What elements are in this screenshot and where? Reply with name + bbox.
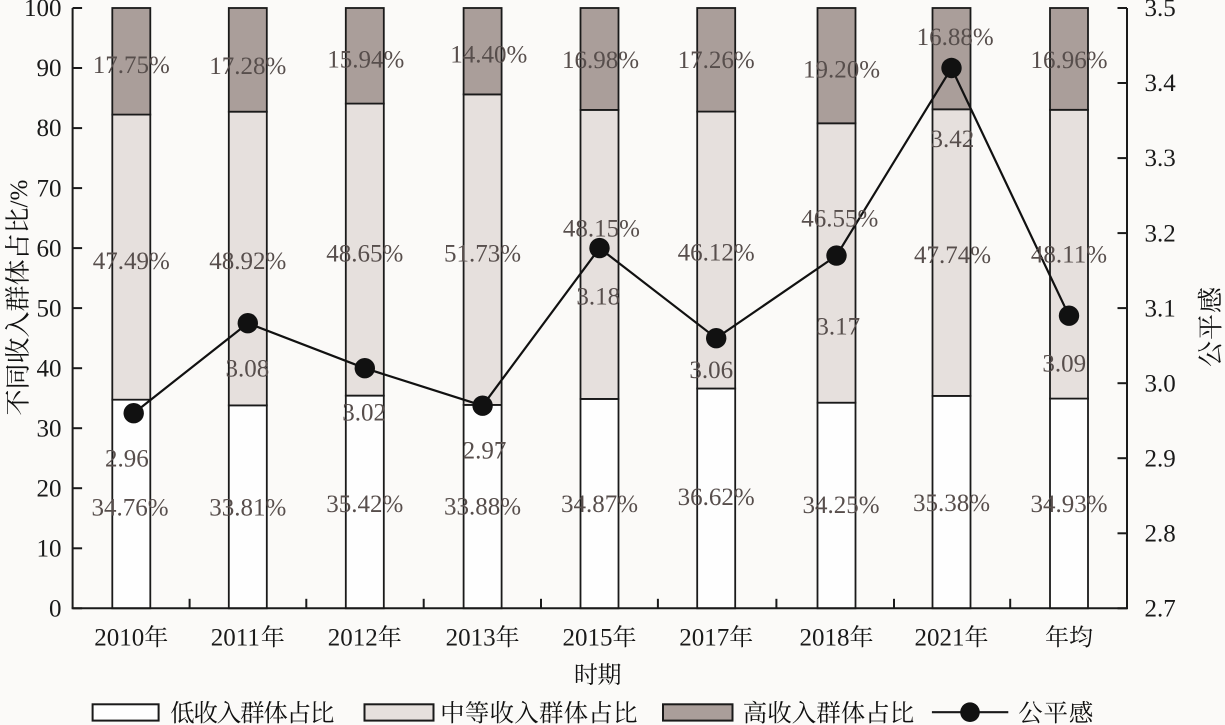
- svg-text:2010: 2010: [94, 625, 144, 652]
- svg-text:17.26%: 17.26%: [678, 47, 755, 74]
- svg-text:0: 0: [49, 596, 62, 623]
- svg-text:47.74%: 47.74%: [914, 242, 991, 269]
- svg-text:16.88%: 16.88%: [917, 24, 994, 51]
- svg-text:3.2: 3.2: [1145, 220, 1176, 247]
- svg-text:2021: 2021: [915, 625, 965, 652]
- svg-text:33.88%: 33.88%: [444, 494, 521, 521]
- svg-text:100: 100: [24, 0, 62, 22]
- svg-text:3.17: 3.17: [816, 313, 860, 340]
- svg-text:3.06: 3.06: [689, 357, 733, 384]
- svg-text:3.42: 3.42: [931, 126, 975, 153]
- svg-text:16.98%: 16.98%: [562, 47, 639, 74]
- svg-text:17.28%: 17.28%: [209, 53, 286, 80]
- svg-text:3.1: 3.1: [1145, 295, 1176, 322]
- svg-text:34.87%: 34.87%: [561, 491, 638, 518]
- svg-text:34.93%: 34.93%: [1030, 491, 1107, 518]
- svg-text:16.96%: 16.96%: [1030, 47, 1107, 74]
- svg-text:40: 40: [37, 355, 62, 382]
- svg-text:3.09: 3.09: [1042, 351, 1086, 378]
- svg-text:46.12%: 46.12%: [678, 240, 755, 267]
- svg-text:48.65%: 48.65%: [326, 240, 403, 267]
- svg-text:2011: 2011: [211, 625, 260, 652]
- svg-text:2.9: 2.9: [1145, 445, 1176, 472]
- svg-text:90: 90: [37, 55, 62, 82]
- svg-text:10: 10: [37, 535, 62, 562]
- svg-text:14.40%: 14.40%: [450, 42, 527, 69]
- svg-text:34.76%: 34.76%: [91, 495, 168, 522]
- svg-text:36.62%: 36.62%: [678, 484, 755, 511]
- svg-text:2015: 2015: [563, 625, 613, 652]
- svg-text:3.0: 3.0: [1145, 370, 1176, 397]
- svg-text:20: 20: [37, 475, 62, 502]
- svg-text:3.3: 3.3: [1145, 145, 1176, 172]
- svg-text:33.81%: 33.81%: [209, 495, 286, 522]
- svg-text:2013: 2013: [446, 625, 496, 652]
- svg-text:2.96: 2.96: [105, 446, 149, 473]
- svg-text:2.7: 2.7: [1145, 596, 1176, 623]
- svg-text:35.42%: 35.42%: [326, 491, 403, 518]
- svg-text:80: 80: [37, 115, 62, 142]
- svg-text:17.75%: 17.75%: [93, 52, 170, 79]
- svg-text:34.25%: 34.25%: [802, 492, 879, 519]
- svg-text:47.49%: 47.49%: [93, 248, 170, 275]
- svg-text:48.11%: 48.11%: [1031, 241, 1107, 268]
- svg-text:2.97: 2.97: [463, 438, 507, 465]
- svg-text:35.38%: 35.38%: [913, 490, 990, 517]
- svg-text:2017: 2017: [679, 625, 729, 652]
- svg-text:19.20%: 19.20%: [803, 57, 880, 84]
- svg-text:48.15%: 48.15%: [563, 216, 640, 243]
- svg-text:60: 60: [37, 235, 62, 262]
- svg-text:2012: 2012: [328, 625, 378, 652]
- svg-text:2.8: 2.8: [1145, 520, 1176, 547]
- svg-text:48.92%: 48.92%: [209, 248, 286, 275]
- svg-text:2018: 2018: [800, 625, 850, 652]
- svg-text:70: 70: [37, 175, 62, 202]
- svg-text:3.02: 3.02: [342, 400, 386, 427]
- svg-text:3.4: 3.4: [1145, 70, 1177, 97]
- svg-text:15.94%: 15.94%: [327, 46, 404, 73]
- svg-text:51.73%: 51.73%: [444, 240, 521, 267]
- svg-text:/%: /%: [6, 180, 33, 208]
- svg-text:50: 50: [37, 295, 62, 322]
- svg-text:3.08: 3.08: [226, 355, 270, 382]
- svg-text:46.55%: 46.55%: [801, 205, 878, 232]
- svg-text:3.5: 3.5: [1145, 0, 1176, 22]
- svg-text:30: 30: [37, 415, 62, 442]
- svg-text:3.18: 3.18: [576, 283, 620, 310]
